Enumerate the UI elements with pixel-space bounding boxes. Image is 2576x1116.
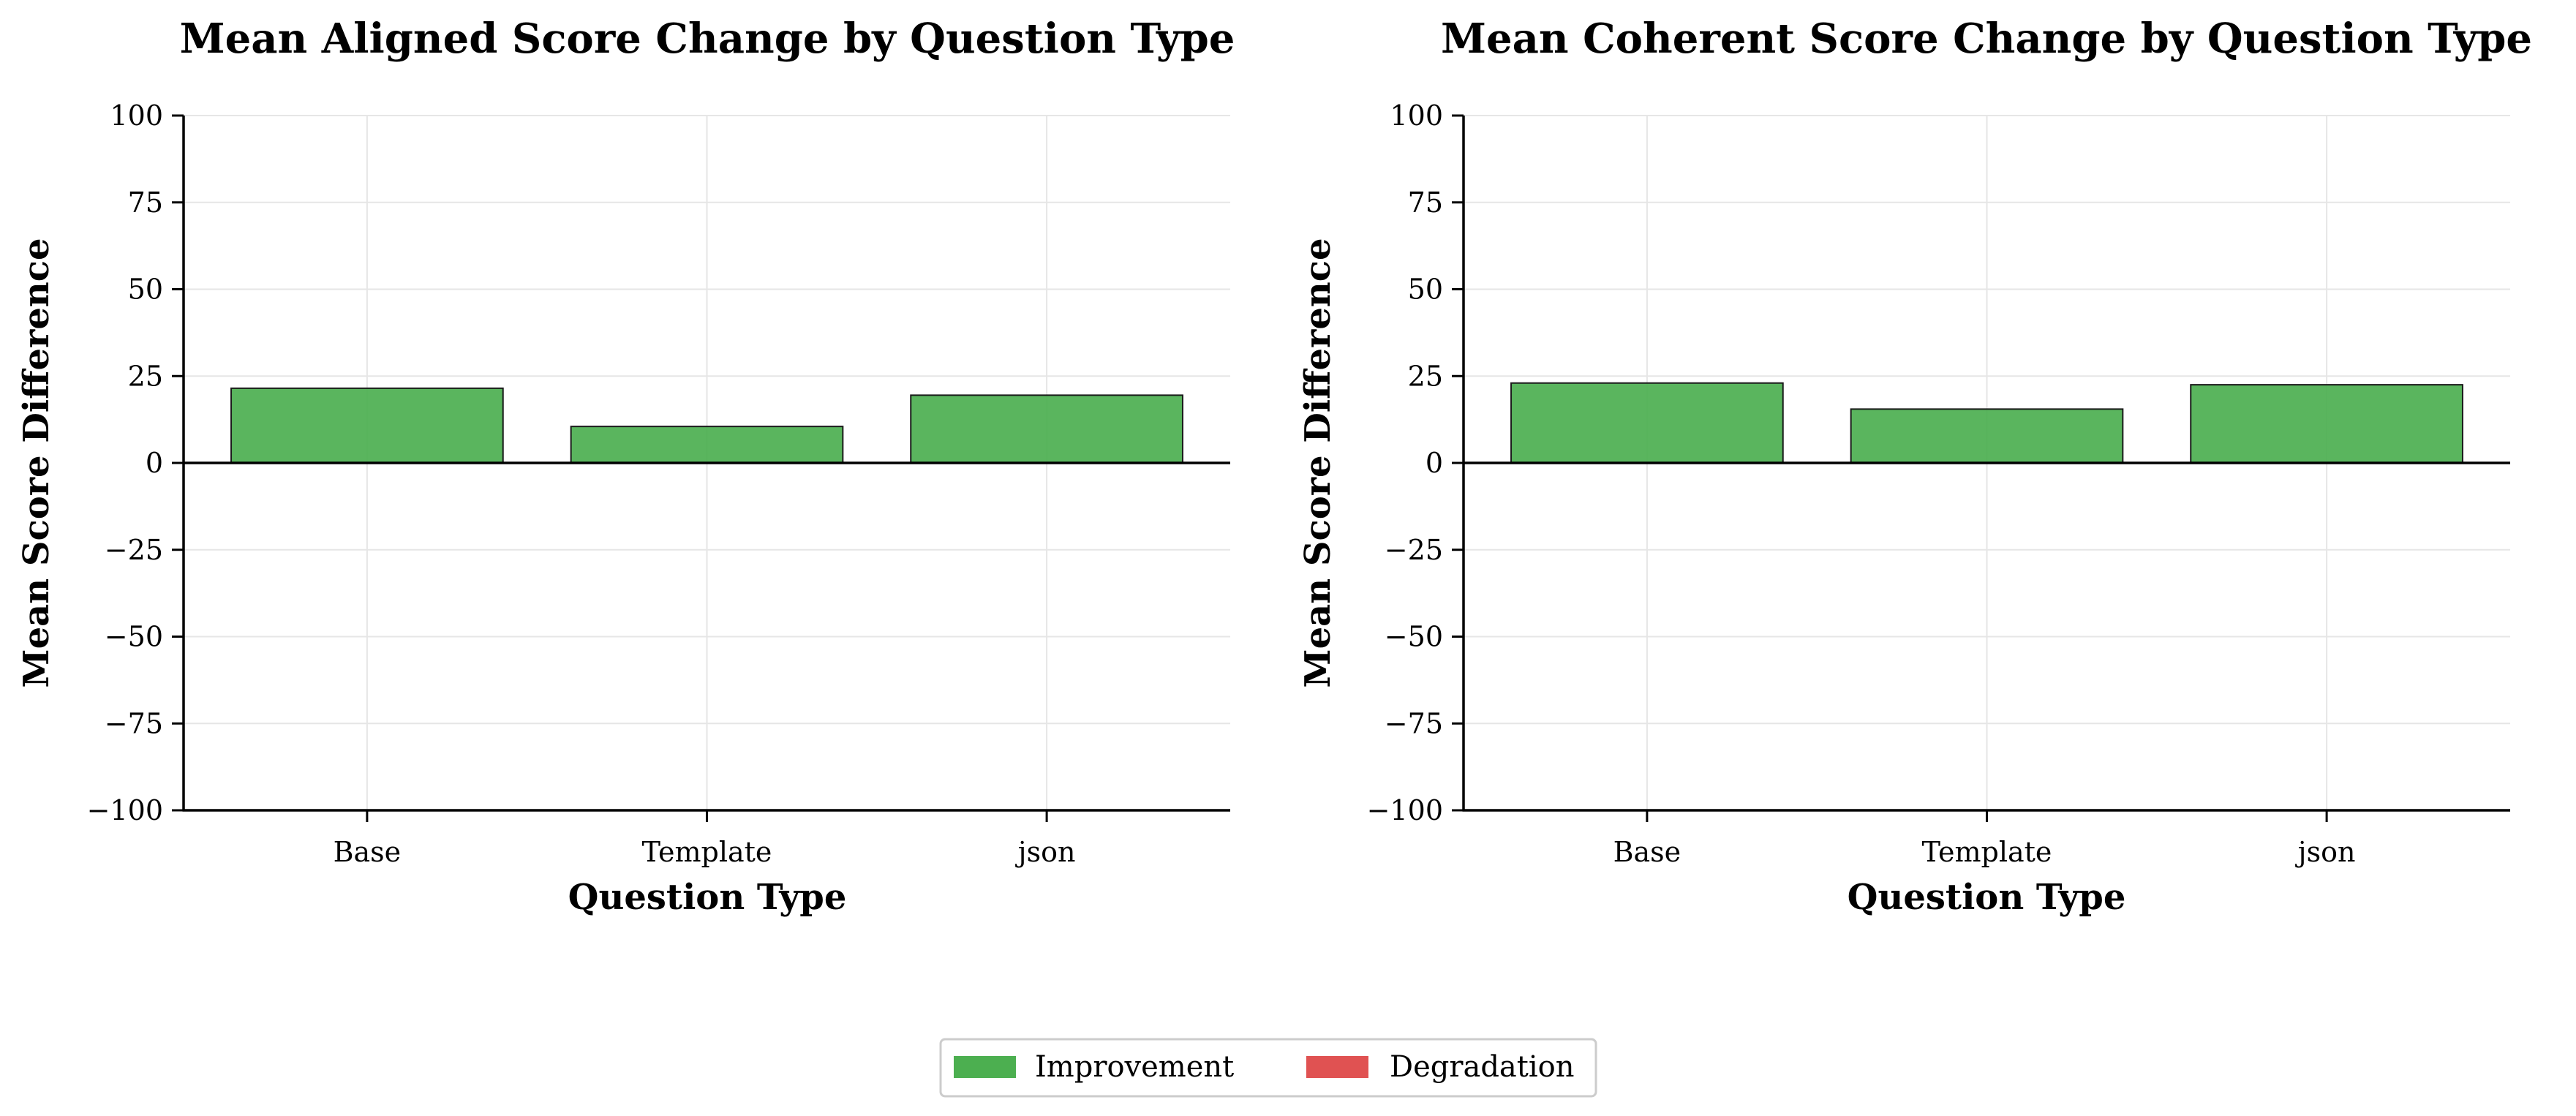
- y-tick-label: 50: [128, 274, 163, 306]
- legend-swatch-degradation: [1306, 1056, 1368, 1078]
- legend: Improvement Degradation: [939, 1038, 1597, 1098]
- y-tick-label: −50: [1385, 621, 1443, 653]
- bar-base: [1510, 382, 1784, 464]
- legend-label-improvement: Improvement: [1035, 1050, 1234, 1084]
- y-tick-label: −50: [105, 621, 163, 653]
- y-tick-label: −100: [87, 794, 163, 826]
- y-tick-label: −100: [1367, 794, 1443, 826]
- y-tick-label: 100: [1390, 99, 1443, 132]
- y-tick-label: 25: [1408, 360, 1443, 392]
- x-tick-label: json: [2295, 836, 2356, 868]
- x-axis-label: Question Type: [1848, 877, 2126, 918]
- y-tick-label: 75: [128, 186, 163, 219]
- plot-area: 100 75 50 25 0 −25 −50 −75 −100 Base Template json: [1367, 99, 2510, 868]
- y-tick-label: −75: [1385, 707, 1443, 739]
- x-axis-label: Question Type: [568, 877, 847, 918]
- y-tick-label: 75: [1408, 186, 1443, 219]
- y-tick-label: 0: [146, 447, 163, 479]
- x-tick-label: json: [1015, 836, 1076, 868]
- x-tick-label: Template: [642, 836, 772, 868]
- x-tick-label: Base: [1613, 836, 1681, 868]
- bar-template: [1850, 408, 2124, 464]
- x-tick-label: Base: [334, 836, 402, 868]
- chart-aligned-score: Mean Aligned Score Change by Question Ty…: [16, 15, 1235, 918]
- chart-title: Mean Coherent Score Change by Question T…: [1441, 15, 2532, 63]
- y-axis-label: Mean Score Difference: [1298, 238, 1338, 687]
- bar-json: [2190, 384, 2463, 464]
- y-axis-label: Mean Score Difference: [16, 238, 57, 687]
- y-tick-label: −75: [105, 707, 163, 739]
- y-tick-label: 25: [128, 360, 163, 392]
- legend-frame: [939, 1038, 1597, 1098]
- legend-label-degradation: Degradation: [1390, 1050, 1574, 1084]
- bar-base: [230, 387, 504, 464]
- chart-coherent-score: Mean Coherent Score Change by Question T…: [1298, 15, 2532, 918]
- bar-template: [570, 426, 844, 464]
- y-tick-label: −25: [1385, 534, 1443, 566]
- plot-area: 100 75 50 25 0 −25 −50 −75 −100 Base Template json: [87, 99, 1230, 868]
- y-tick-label: 0: [1426, 447, 1443, 479]
- y-tick-label: −25: [105, 534, 163, 566]
- bar-json: [910, 394, 1183, 464]
- chart-title: Mean Aligned Score Change by Question Ty…: [180, 15, 1235, 63]
- y-tick-label: 100: [110, 99, 163, 132]
- x-tick-label: Template: [1922, 836, 2052, 868]
- legend-swatch-improvement: [954, 1056, 1016, 1078]
- y-tick-label: 50: [1408, 274, 1443, 306]
